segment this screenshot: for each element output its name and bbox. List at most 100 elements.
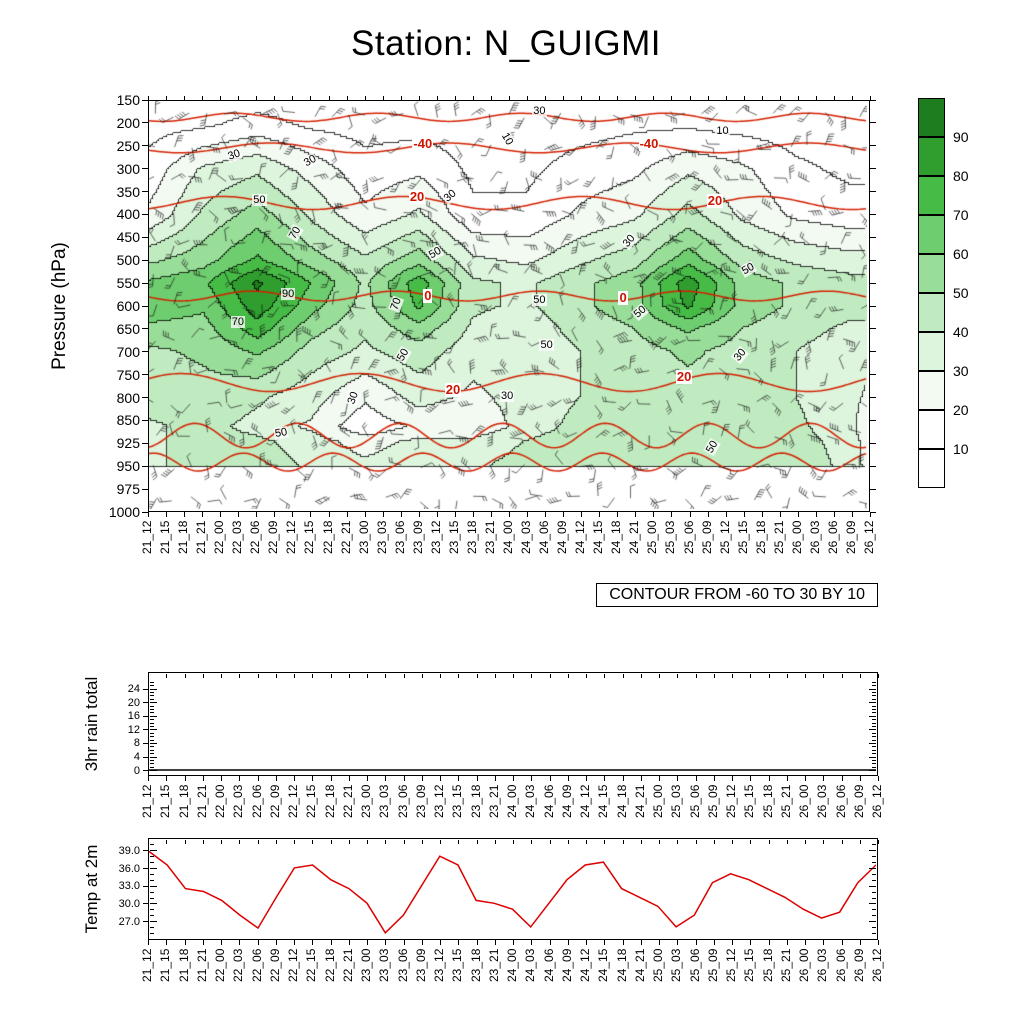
tick-mark	[567, 840, 569, 844]
tick-mark	[330, 840, 332, 844]
rain-tick-label: 20	[127, 696, 140, 709]
time-tick-label: 24_21	[632, 948, 647, 982]
time-tick-label: 24_06	[537, 520, 552, 554]
tick-mark	[870, 96, 871, 100]
tick-mark	[330, 674, 332, 678]
tick-mark	[150, 736, 154, 738]
tick-mark	[274, 96, 276, 100]
tick-mark	[330, 940, 332, 945]
tick-mark	[878, 674, 879, 678]
tick-mark	[150, 705, 154, 707]
tick-mark	[142, 488, 148, 490]
colorbar-cell	[918, 371, 945, 410]
tick-mark	[653, 512, 655, 517]
tick-mark	[150, 844, 154, 846]
tick-mark	[833, 96, 835, 100]
tick-mark	[458, 940, 460, 945]
time-tick-label: 25_18	[760, 784, 775, 818]
tick-mark	[202, 840, 204, 844]
time-tick-label: 23_15	[450, 784, 465, 818]
tick-mark	[418, 512, 420, 517]
tick-mark	[385, 776, 387, 781]
tick-mark	[150, 873, 154, 875]
time-tick-label: 24_12	[578, 948, 592, 982]
tick-mark	[563, 512, 565, 517]
time-tick-label: 25_15	[735, 520, 750, 554]
tick-mark	[150, 879, 154, 881]
tick-mark	[400, 96, 402, 100]
time-tick-label: 21_12	[140, 520, 154, 554]
tick-mark	[142, 511, 148, 513]
tick-mark	[202, 940, 204, 945]
tick-mark	[150, 719, 154, 721]
colorbar-cell	[918, 449, 945, 488]
pressure-tick-label: 150	[116, 92, 140, 108]
tick-mark	[815, 96, 817, 100]
tick-mark	[531, 940, 533, 945]
tick-mark	[604, 940, 606, 945]
tick-mark	[797, 96, 799, 100]
time-tick-label: 21_15	[158, 784, 173, 818]
tick-mark	[403, 674, 405, 678]
tick-mark	[531, 674, 533, 678]
tick-mark	[294, 674, 295, 678]
time-tick-label: 26_06	[825, 520, 840, 554]
pressure-tick-label: 250	[116, 137, 140, 154]
tick-mark	[841, 940, 843, 945]
tick-mark	[768, 776, 770, 781]
time-tick-label: 25_21	[771, 520, 786, 554]
time-tick-label: 23_15	[446, 520, 461, 554]
rain-tick-label: 24	[127, 683, 140, 696]
tick-mark	[476, 940, 478, 945]
tick-mark	[166, 940, 168, 945]
time-tick-label: 24_15	[591, 520, 606, 554]
tick-mark	[872, 732, 876, 734]
tick-mark	[142, 99, 148, 101]
tick-mark	[869, 742, 876, 744]
colorbar-tick-label: 50	[953, 285, 969, 301]
tick-mark	[275, 674, 277, 678]
tick-mark	[367, 840, 368, 844]
time-tick-label: 26_06	[833, 948, 848, 982]
tick-mark	[797, 512, 799, 517]
tick-mark	[869, 770, 876, 772]
tick-mark	[750, 674, 752, 678]
time-tick-label: 24_03	[523, 948, 538, 982]
time-tick-label: 22_00	[212, 520, 227, 554]
colorbar-cell	[918, 293, 945, 332]
temp-tick-label: 36.0	[118, 862, 140, 875]
time-tick-label: 24_03	[523, 784, 538, 818]
tick-mark	[870, 374, 876, 376]
tick-mark	[150, 746, 154, 748]
tick-mark	[851, 96, 853, 100]
time-tick-label: 25_09	[705, 784, 720, 818]
black-contour-label: 50	[539, 338, 554, 351]
tick-mark	[220, 512, 222, 517]
time-tick-label: 23_00	[356, 520, 371, 554]
tick-mark	[581, 96, 583, 100]
tick-mark	[150, 681, 154, 683]
time-tick-label: 25_06	[681, 520, 696, 554]
tick-mark	[869, 868, 876, 870]
time-tick-label: 25_00	[651, 784, 665, 818]
tick-mark	[143, 688, 148, 690]
tick-mark	[257, 776, 259, 781]
black-contour-label: 50	[252, 193, 267, 206]
time-tick-label: 24_15	[596, 948, 611, 982]
tick-mark	[761, 512, 763, 517]
tick-mark	[622, 940, 624, 945]
tick-mark	[150, 897, 154, 899]
tick-mark	[823, 776, 825, 781]
tick-mark	[513, 776, 514, 781]
rain-tick-label: 12	[127, 723, 140, 736]
tick-mark	[494, 840, 496, 844]
time-tick-label: 23_06	[395, 948, 410, 982]
tick-mark	[143, 742, 148, 744]
tick-mark	[732, 674, 733, 678]
tick-mark	[367, 940, 368, 945]
tick-mark	[150, 695, 154, 697]
tick-mark	[878, 840, 879, 844]
tick-mark	[872, 879, 876, 881]
tick-mark	[604, 776, 606, 781]
tick-mark	[872, 685, 876, 687]
